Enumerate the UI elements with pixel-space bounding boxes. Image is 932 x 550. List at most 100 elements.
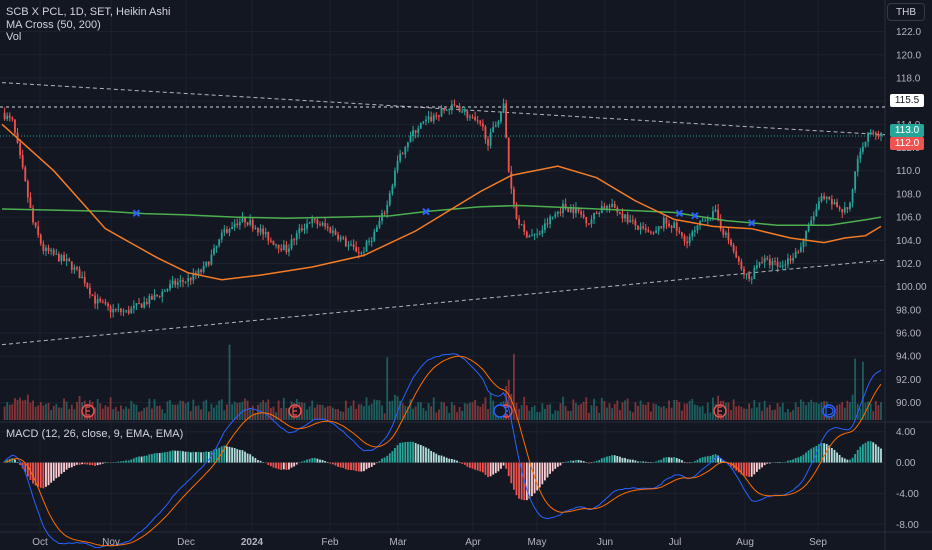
candle-body[interactable] <box>771 261 774 266</box>
candle-body[interactable] <box>130 308 133 314</box>
candle-body[interactable] <box>210 254 213 265</box>
candle-body[interactable] <box>660 226 663 228</box>
candle-body[interactable] <box>347 245 350 247</box>
candle-body[interactable] <box>236 223 239 226</box>
candle-body[interactable] <box>807 224 810 232</box>
candle-body[interactable] <box>678 230 681 233</box>
candle-body[interactable] <box>269 240 272 242</box>
candle-body[interactable] <box>818 201 820 209</box>
ma-cross-marker[interactable] <box>691 212 699 220</box>
candle-body[interactable] <box>794 251 797 259</box>
candle-body[interactable] <box>360 252 363 254</box>
candle-body[interactable] <box>611 203 614 208</box>
lower-trendline[interactable] <box>1 259 886 346</box>
candle-body[interactable] <box>717 209 720 220</box>
candle-body[interactable] <box>311 218 314 223</box>
candle-body[interactable] <box>254 227 257 229</box>
candle-body[interactable] <box>745 274 748 276</box>
candle-body[interactable] <box>453 104 456 106</box>
ma-cross-marker[interactable] <box>132 209 141 217</box>
candle-body[interactable] <box>652 232 655 234</box>
candle-body[interactable] <box>207 261 210 265</box>
candle-body[interactable] <box>288 248 290 252</box>
candle-body[interactable] <box>425 119 427 122</box>
candle-body[interactable] <box>582 214 585 218</box>
candle-body[interactable] <box>293 239 296 241</box>
candle-body[interactable] <box>272 240 275 245</box>
candle-body[interactable] <box>838 207 841 210</box>
candle-body[interactable] <box>500 112 502 122</box>
candle-body[interactable] <box>843 207 846 213</box>
candle-body[interactable] <box>533 234 536 236</box>
currency-button[interactable]: THB <box>887 3 925 21</box>
candle-body[interactable] <box>675 222 678 231</box>
candle-body[interactable] <box>722 229 725 235</box>
candle-body[interactable] <box>404 147 407 155</box>
candle-body[interactable] <box>215 245 218 249</box>
candle-body[interactable] <box>613 203 616 208</box>
candle-body[interactable] <box>564 203 567 209</box>
candle-body[interactable] <box>691 231 694 237</box>
candle-body[interactable] <box>864 141 867 147</box>
candle-body[interactable] <box>528 235 531 238</box>
candle-body[interactable] <box>696 225 699 231</box>
candle-body[interactable] <box>107 303 109 307</box>
candle-body[interactable] <box>572 208 575 214</box>
ma-cross-marker[interactable] <box>422 207 430 216</box>
candle-body[interactable] <box>324 223 327 227</box>
candle-body[interactable] <box>479 120 482 124</box>
candle-body[interactable] <box>334 230 337 235</box>
candle-body[interactable] <box>743 268 745 275</box>
candle-body[interactable] <box>409 136 412 143</box>
candle-body[interactable] <box>590 219 593 225</box>
candle-body[interactable] <box>639 226 642 230</box>
candle-body[interactable] <box>6 115 9 120</box>
candle-body[interactable] <box>492 126 495 133</box>
macd-legend[interactable]: MACD (12, 26, close, 9, EMA, EMA) <box>6 428 184 440</box>
candle-body[interactable] <box>469 116 471 118</box>
candle-body[interactable] <box>24 167 27 182</box>
dividend-marker[interactable] <box>493 404 836 418</box>
candle-body[interactable] <box>406 142 409 148</box>
candle-body[interactable] <box>505 103 508 138</box>
candle-body[interactable] <box>810 220 813 225</box>
candle-body[interactable] <box>88 287 91 295</box>
candle-body[interactable] <box>673 222 676 228</box>
candle-body[interactable] <box>262 228 265 235</box>
candle-body[interactable] <box>825 197 828 199</box>
candle-body[interactable] <box>761 262 763 264</box>
candle-body[interactable] <box>621 213 624 219</box>
candle-body[interactable] <box>213 248 215 255</box>
candle-body[interactable] <box>37 226 40 235</box>
candle-body[interactable] <box>148 296 151 304</box>
candle-body[interactable] <box>481 123 484 127</box>
candle-body[interactable] <box>805 231 807 241</box>
candle-body[interactable] <box>753 268 756 279</box>
candle-body[interactable] <box>812 215 815 221</box>
candle-body[interactable] <box>443 108 445 111</box>
candle-body[interactable] <box>541 229 544 234</box>
candle-body[interactable] <box>435 115 438 117</box>
candle-body[interactable] <box>823 196 826 199</box>
candle-body[interactable] <box>797 251 800 253</box>
candle-body[interactable] <box>518 218 520 225</box>
candle-body[interactable] <box>644 228 647 231</box>
candle-body[interactable] <box>419 122 422 129</box>
candle-body[interactable] <box>313 218 316 220</box>
candle-body[interactable] <box>251 219 254 229</box>
candle-body[interactable] <box>414 130 417 133</box>
candle-body[interactable] <box>138 303 140 305</box>
candle-body[interactable] <box>319 224 321 226</box>
candle-body[interactable] <box>585 217 588 224</box>
ma-cross-marker[interactable] <box>675 209 684 217</box>
candle-body[interactable] <box>815 208 818 216</box>
candle-body[interactable] <box>218 239 221 246</box>
candle-body[interactable] <box>735 251 738 258</box>
candle-body[interactable] <box>153 294 156 300</box>
candle-body[interactable] <box>559 211 562 214</box>
candle-body[interactable] <box>70 261 73 270</box>
candle-body[interactable] <box>626 214 629 223</box>
candle-body[interactable] <box>631 220 634 222</box>
candle-body[interactable] <box>399 153 402 161</box>
candle-body[interactable] <box>332 230 334 233</box>
